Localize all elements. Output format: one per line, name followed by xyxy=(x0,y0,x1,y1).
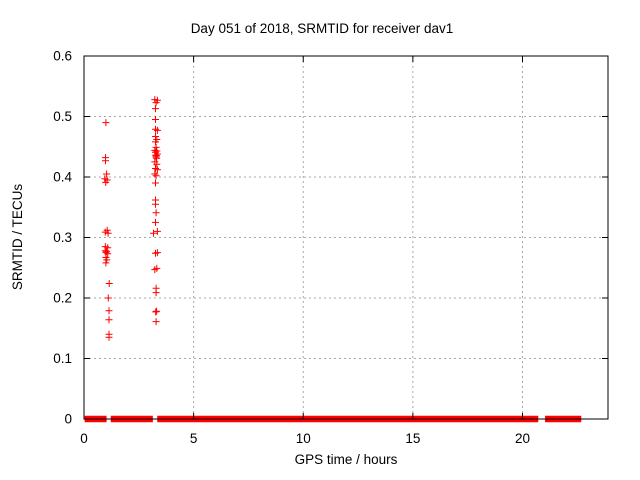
data-point xyxy=(103,170,111,178)
data-point xyxy=(152,209,160,217)
data-point xyxy=(153,166,161,174)
data-point xyxy=(102,157,109,165)
y-tick-label: 0 xyxy=(64,412,72,427)
x-tick-label: 0 xyxy=(80,431,88,446)
data-point xyxy=(104,229,112,237)
y-tick-label: 0.4 xyxy=(53,170,72,185)
data-point xyxy=(150,229,157,237)
data-point xyxy=(104,250,112,258)
data-point xyxy=(151,266,159,274)
data-point xyxy=(152,318,160,326)
chart-title: Day 051 of 2018, SRMTID for receiver dav… xyxy=(191,21,454,36)
y-tick-label: 0.5 xyxy=(53,109,72,124)
data-point xyxy=(153,154,161,162)
data-point xyxy=(104,294,112,302)
x-tick-label: 20 xyxy=(515,431,530,446)
data-point xyxy=(105,333,113,341)
x-tick-label: 10 xyxy=(296,431,311,446)
y-axis-label: SRMTID / TECUs xyxy=(10,184,25,291)
y-tick-label: 0.6 xyxy=(53,49,72,64)
y-tick-label: 0.1 xyxy=(53,351,72,366)
data-point xyxy=(153,126,161,134)
data-point xyxy=(152,143,160,151)
data-point xyxy=(153,160,161,168)
y-tick-label: 0.3 xyxy=(53,230,72,245)
data-point xyxy=(105,316,113,324)
data-point xyxy=(153,249,161,257)
data-point xyxy=(152,138,159,146)
data-point xyxy=(153,307,161,315)
data-point xyxy=(102,178,110,186)
data-point xyxy=(152,308,160,316)
x-tick-label: 5 xyxy=(190,431,198,446)
data-point xyxy=(152,289,160,297)
x-tick-label: 15 xyxy=(405,431,420,446)
data-point xyxy=(153,150,161,158)
data-point xyxy=(152,172,160,180)
data-point xyxy=(151,170,159,178)
data-point xyxy=(103,226,111,234)
data-point xyxy=(152,218,159,226)
y-tick-label: 0.2 xyxy=(53,291,72,306)
data-point xyxy=(103,256,111,264)
x-axis-label: GPS time / hours xyxy=(295,452,398,467)
data-point xyxy=(152,116,159,123)
data-point xyxy=(105,280,113,287)
data-point xyxy=(152,125,159,133)
data-point xyxy=(152,179,159,187)
data-point xyxy=(152,249,159,257)
data-point xyxy=(153,227,161,235)
data-point xyxy=(152,153,160,161)
data-point xyxy=(102,119,110,127)
data-point xyxy=(105,307,113,315)
data-point xyxy=(102,259,110,267)
data-point xyxy=(152,165,159,172)
data-point xyxy=(152,99,160,107)
data-point xyxy=(152,200,159,208)
data-point xyxy=(152,105,159,113)
